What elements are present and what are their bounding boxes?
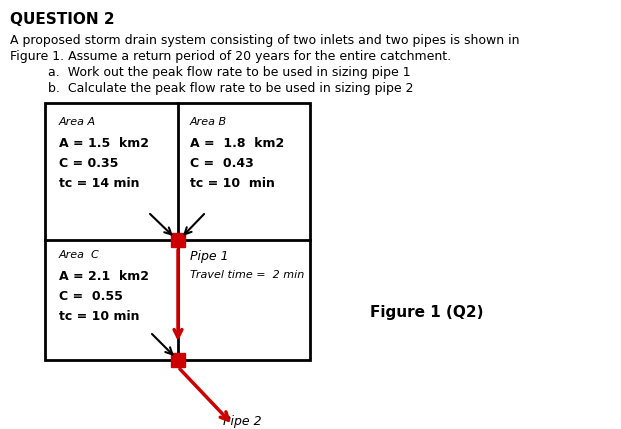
- Text: Area A: Area A: [59, 117, 96, 127]
- Text: Area B: Area B: [190, 117, 227, 127]
- Text: Travel time =  2 min: Travel time = 2 min: [190, 270, 304, 280]
- Text: tc = 10  min: tc = 10 min: [190, 177, 275, 190]
- Text: a.  Work out the peak flow rate to be used in sizing pipe 1: a. Work out the peak flow rate to be use…: [48, 66, 410, 79]
- Text: C =  0.55: C = 0.55: [59, 290, 123, 303]
- Text: A proposed storm drain system consisting of two inlets and two pipes is shown in: A proposed storm drain system consisting…: [10, 34, 520, 47]
- Text: Figure 1 (Q2): Figure 1 (Q2): [370, 305, 484, 320]
- Text: Pipe 2: Pipe 2: [223, 415, 261, 428]
- Text: A =  1.8  km2: A = 1.8 km2: [190, 137, 284, 150]
- Text: C = 0.35: C = 0.35: [59, 157, 119, 170]
- Bar: [45, 103, 310, 360]
- Text: tc = 10 min: tc = 10 min: [59, 310, 140, 323]
- Text: b.  Calculate the peak flow rate to be used in sizing pipe 2: b. Calculate the peak flow rate to be us…: [48, 82, 414, 95]
- Text: A = 1.5  km2: A = 1.5 km2: [59, 137, 149, 150]
- Bar: [171, 233, 185, 247]
- Text: QUESTION 2: QUESTION 2: [10, 12, 115, 27]
- Text: Area  C: Area C: [59, 250, 100, 260]
- Text: tc = 14 min: tc = 14 min: [59, 177, 140, 190]
- Text: A = 2.1  km2: A = 2.1 km2: [59, 270, 149, 283]
- Bar: [171, 353, 185, 367]
- Text: C =  0.43: C = 0.43: [190, 157, 254, 170]
- Text: Pipe 1: Pipe 1: [190, 250, 229, 263]
- Text: Figure 1. Assume a return period of 20 years for the entire catchment.: Figure 1. Assume a return period of 20 y…: [10, 50, 451, 63]
